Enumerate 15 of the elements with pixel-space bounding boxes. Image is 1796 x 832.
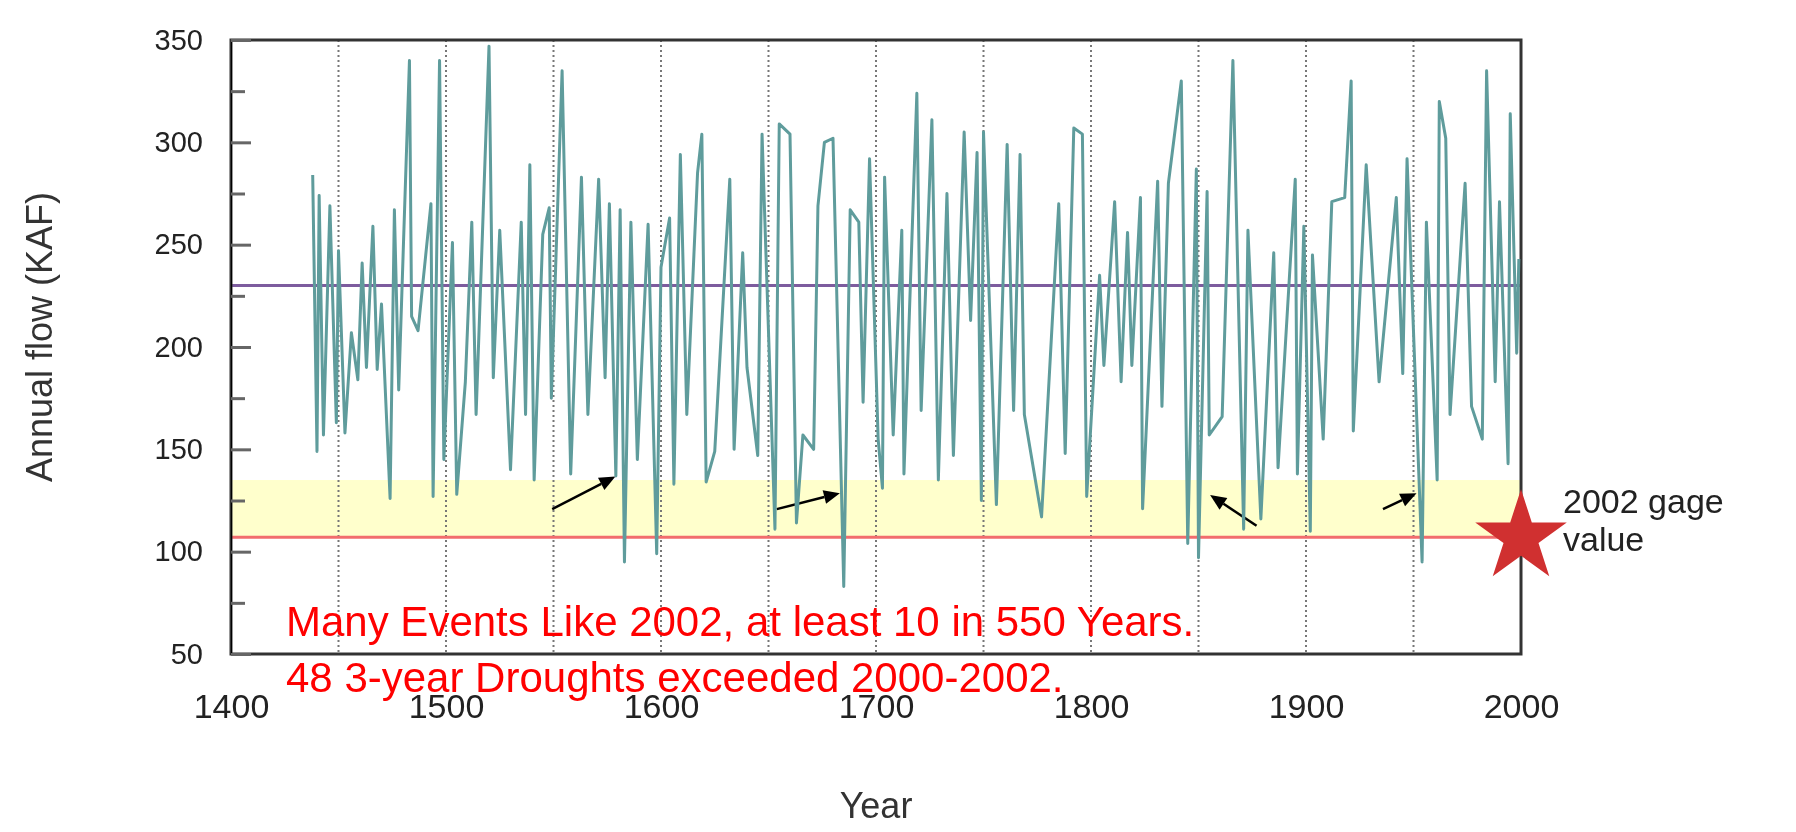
line-series [311,44,1521,588]
y-tick-label: 250 [154,228,203,261]
y-tick-label: 200 [154,330,203,363]
y-axis-title: Annual flow (KAF) [19,191,60,483]
y-tick-label: 100 [154,535,203,568]
annotation: Many Events Like 2002, at least 10 in 550 Years. [286,598,1195,645]
annotation: 2002 gage value [1563,482,1724,559]
x-tick-label: 2000 [1483,687,1560,726]
x-tick-label: 1900 [1268,687,1345,726]
y-tick-label: 150 [154,433,203,466]
y-tick-label: 300 [154,126,203,159]
x-tick-label: 1400 [193,687,270,726]
x-axis-title: Year [839,785,913,826]
y-tick-label: 50 [170,637,203,670]
y-tick-label: 350 [154,23,203,56]
